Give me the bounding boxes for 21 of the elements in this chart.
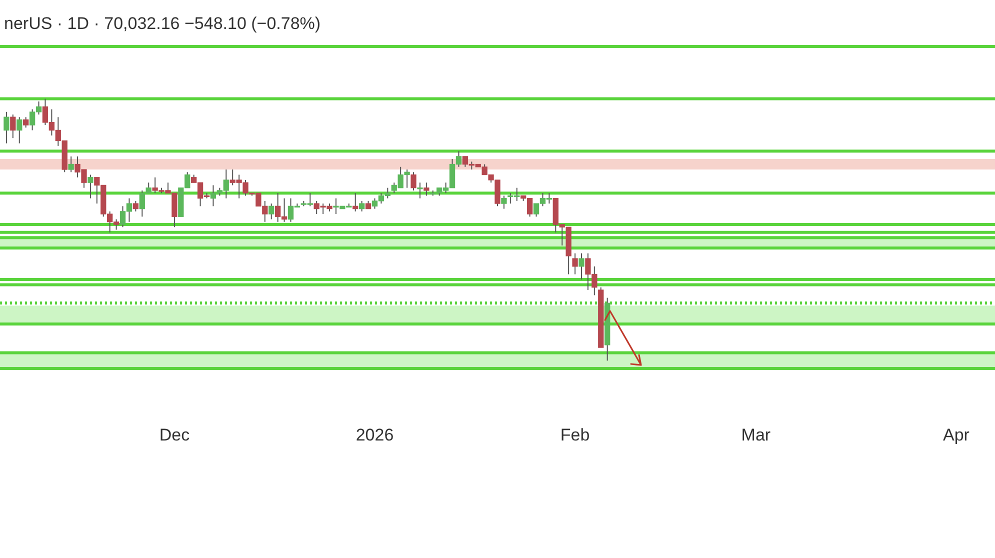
candlestick [68, 156, 74, 173]
candlestick [16, 116, 22, 144]
x-tick-label: Dec [159, 425, 190, 444]
candlestick [424, 182, 430, 196]
chart-title: nerUS · 1D · 70,032.16 −548.10 (−0.78%) [4, 14, 321, 34]
candlestick [417, 182, 423, 199]
x-tick-label: Feb [560, 425, 590, 444]
candlestick [88, 174, 94, 199]
candlestick [10, 114, 16, 139]
x-tick-label: Mar [741, 425, 771, 444]
candlestick [132, 200, 139, 212]
x-tick-label: 2026 [356, 425, 394, 444]
candlestick [578, 252, 584, 280]
candlestick [410, 172, 416, 191]
candlestick [358, 200, 365, 212]
x-tick-label: Apr [943, 425, 970, 444]
candlestick [4, 111, 10, 144]
candlestick [572, 252, 578, 275]
candlestick [501, 195, 507, 210]
candlestick [268, 203, 274, 220]
candlestick [23, 116, 29, 128]
